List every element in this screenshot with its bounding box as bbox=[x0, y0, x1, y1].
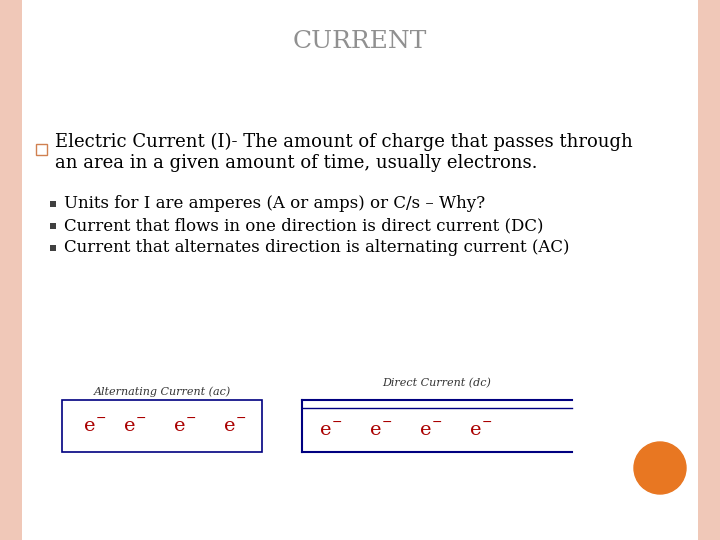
Text: Units for I are amperes (A or amps) or C/s – Why?: Units for I are amperes (A or amps) or C… bbox=[64, 195, 485, 213]
Text: e: e bbox=[470, 421, 482, 439]
Text: e: e bbox=[370, 421, 382, 439]
Text: e: e bbox=[320, 421, 331, 439]
Text: CURRENT: CURRENT bbox=[293, 30, 427, 53]
Text: Direct Current (dc): Direct Current (dc) bbox=[382, 377, 492, 388]
Text: −: − bbox=[382, 415, 392, 429]
Text: Current that alternates direction is alternating current (AC): Current that alternates direction is alt… bbox=[64, 240, 570, 256]
Text: Current that flows in one direction is direct current (DC): Current that flows in one direction is d… bbox=[64, 218, 544, 234]
Bar bbox=[50, 245, 56, 251]
Bar bbox=[50, 201, 56, 207]
Circle shape bbox=[634, 442, 686, 494]
Text: −: − bbox=[332, 415, 343, 429]
Text: Electric Current (I)- The amount of charge that passes through: Electric Current (I)- The amount of char… bbox=[55, 132, 633, 151]
Text: −: − bbox=[432, 415, 443, 429]
Text: −: − bbox=[186, 411, 197, 424]
Bar bbox=[62, 400, 262, 452]
Text: −: − bbox=[482, 415, 492, 429]
Bar bbox=[50, 223, 56, 229]
Text: an area in a given amount of time, usually electrons.: an area in a given amount of time, usual… bbox=[55, 154, 538, 172]
Text: −: − bbox=[96, 411, 107, 424]
Text: e: e bbox=[174, 417, 186, 435]
Bar bbox=[36, 144, 47, 155]
Text: −: − bbox=[136, 411, 146, 424]
Text: e: e bbox=[84, 417, 96, 435]
Text: e: e bbox=[124, 417, 135, 435]
Text: e: e bbox=[224, 417, 235, 435]
Text: −: − bbox=[236, 411, 246, 424]
Text: e: e bbox=[420, 421, 431, 439]
Text: Alternating Current (ac): Alternating Current (ac) bbox=[94, 387, 230, 397]
